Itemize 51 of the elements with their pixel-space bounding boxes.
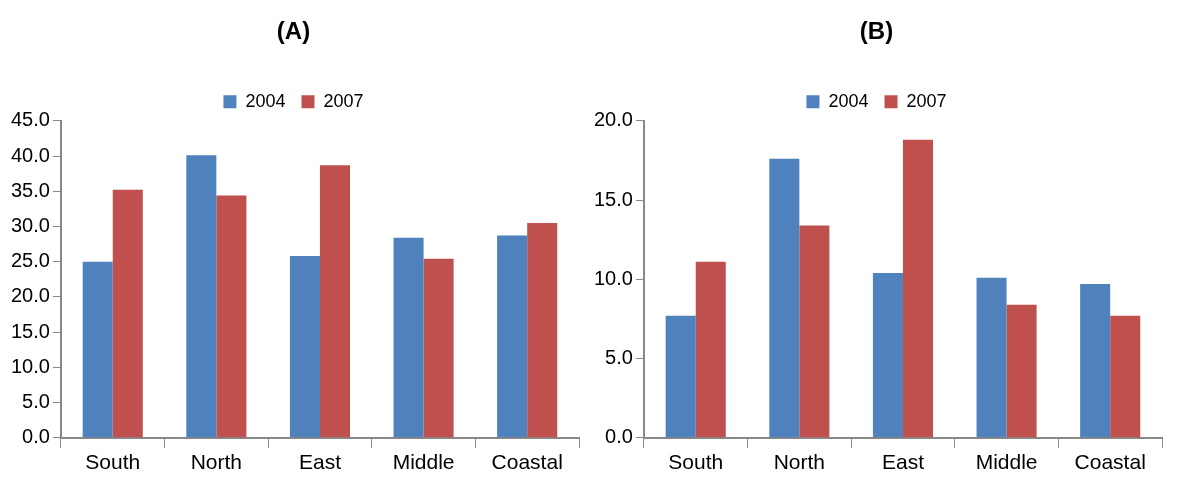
bar [1006, 304, 1037, 438]
x-tick-label: East [298, 450, 342, 474]
bar [872, 272, 903, 438]
legend-label: 2004 [245, 90, 286, 111]
bar [112, 189, 143, 438]
bar [976, 277, 1007, 438]
y-tick-label: 0.0 [605, 425, 633, 448]
x-tick-label: North [190, 450, 243, 474]
bar [1110, 315, 1141, 438]
bar [423, 258, 454, 438]
bar [769, 158, 800, 438]
bar [393, 237, 424, 438]
bar [695, 261, 726, 438]
x-tick-label: Coastal [491, 450, 563, 474]
y-tick-label: 20.0 [593, 108, 633, 131]
x-tick-label: South [668, 450, 724, 474]
x-tick-label: Middle [392, 450, 455, 474]
y-tick-label: 45.0 [10, 108, 50, 131]
bar [527, 222, 558, 438]
y-tick-label: 25.0 [10, 249, 50, 272]
y-tick-label: 10.0 [593, 266, 633, 289]
bar [216, 195, 247, 438]
y-tick-label: 5.0 [605, 346, 633, 369]
x-tick-label: Middle [975, 450, 1038, 474]
y-tick-label: 30.0 [10, 213, 50, 236]
bar [319, 165, 351, 438]
bar [1080, 284, 1111, 438]
x-tick-label: North [773, 450, 826, 474]
y-tick-label: 20.0 [10, 284, 50, 307]
legend-label: 2007 [323, 90, 364, 111]
bar [902, 139, 934, 438]
y-tick-label: 40.0 [10, 143, 50, 166]
bar [82, 261, 113, 438]
y-tick-label: 35.0 [10, 178, 50, 201]
x-tick-label: East [881, 450, 925, 474]
chart-title: (B) [859, 17, 894, 45]
y-tick-label: 5.0 [22, 390, 50, 413]
legend-label: 2007 [906, 90, 947, 111]
y-tick-label: 10.0 [10, 354, 50, 377]
bar [665, 315, 696, 438]
legend-label: 2004 [828, 90, 869, 111]
bar [799, 225, 830, 438]
x-tick-label: South [85, 450, 141, 474]
bar [497, 235, 528, 438]
bar [186, 155, 217, 438]
y-tick-label: 15.0 [593, 187, 633, 210]
bar [289, 256, 320, 438]
y-tick-label: 15.0 [10, 319, 50, 342]
y-tick-label: 0.0 [22, 425, 50, 448]
x-tick-label: Coastal [1074, 450, 1146, 474]
chart-title: (A) [276, 17, 311, 45]
